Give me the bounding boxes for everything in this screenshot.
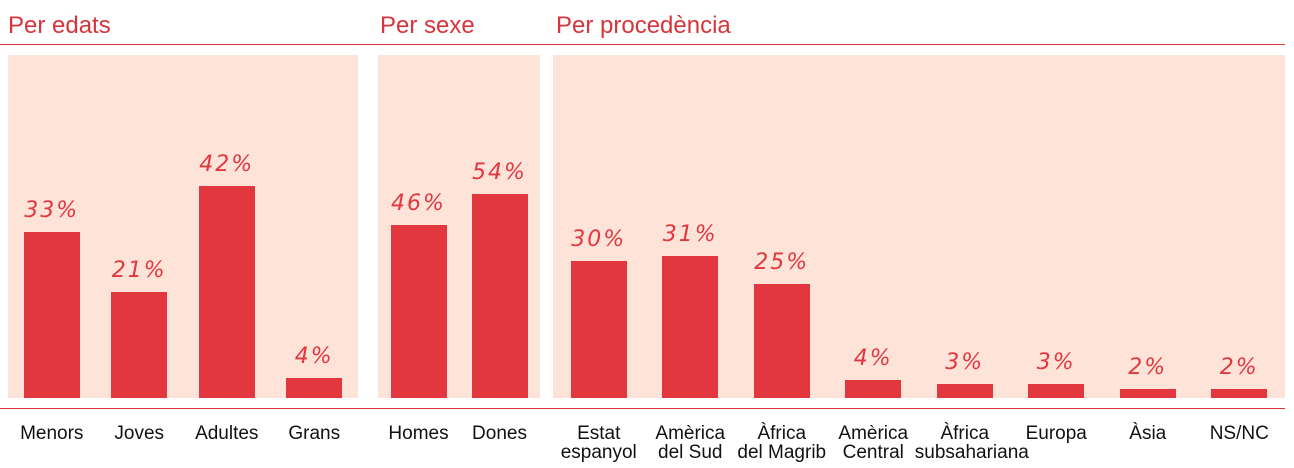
x-tick-label: Amèrica del Sud [655,423,726,463]
x-tick-label: Àsia [1129,423,1167,444]
chart-title: Per sexe [380,12,475,39]
x-tick-label: Homes [388,423,449,444]
chart-title: Per procedència [556,12,731,39]
bar [471,194,528,398]
bar [111,292,168,398]
bar [198,186,255,398]
value-label: 2% [1219,354,1259,380]
x-tick-label: Amèrica Central [838,423,909,463]
value-label: 42% [199,152,255,178]
value-label: 4% [853,345,893,371]
bar [845,379,902,398]
x-tick-label: Europa [1025,423,1087,444]
bar [662,256,719,398]
value-label: 31% [662,222,718,248]
value-label: 3% [945,350,985,376]
x-tick-label: Dones [472,423,527,444]
bar [936,384,993,398]
title-rule [0,44,1285,45]
chart-title: Per edats [8,12,111,39]
value-label: 46% [391,190,446,216]
bar [286,377,343,398]
bar [753,283,810,398]
x-tick-label: NS/NC [1209,423,1269,444]
value-label: 21% [111,258,167,284]
x-tick-label: Estat espanyol [560,423,637,463]
bar [390,224,447,398]
x-tick-label: Menors [20,423,84,444]
x-tick-label: Àfrica subsahariana [914,423,1029,463]
bar [23,231,80,398]
value-label: 54% [472,160,527,186]
bar [570,260,627,398]
x-tick-label: Grans [288,423,341,444]
x-tick-label: Àfrica del Magrib [737,423,827,463]
bar [1211,388,1268,398]
x-tick-label: Adultes [195,423,259,444]
bar [1028,384,1085,398]
value-label: 33% [24,197,80,223]
baseline-rule [0,408,1285,409]
value-label: 25% [754,249,810,275]
value-label: 3% [1036,350,1076,376]
x-tick-label: Joves [114,423,165,444]
value-label: 2% [1128,354,1168,380]
bar [1119,388,1176,398]
value-label: 4% [294,343,334,369]
value-label: 30% [571,226,627,252]
